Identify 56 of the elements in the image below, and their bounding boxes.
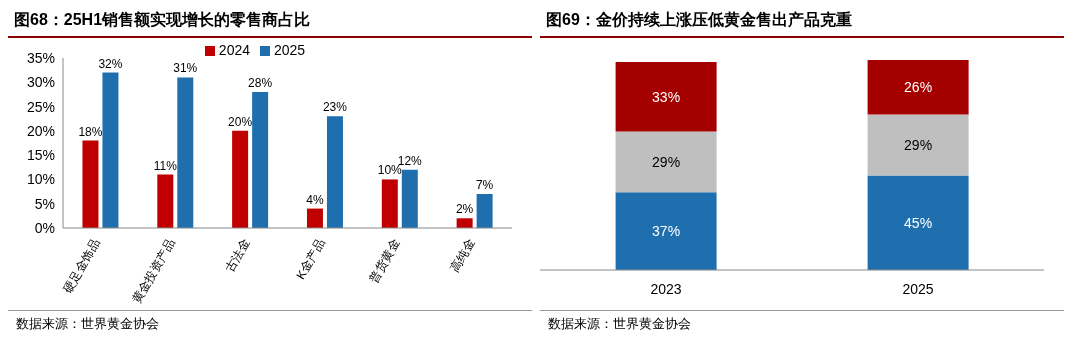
data-label: 28%	[248, 76, 273, 90]
y-tick-label: 10%	[26, 171, 55, 188]
data-label: 18%	[78, 124, 103, 139]
x-tick-label: 硬足金饰品	[60, 236, 104, 296]
y-tick-label: 15%	[26, 147, 55, 164]
y-tick-label: 5%	[34, 195, 55, 212]
bar	[381, 179, 398, 228]
y-tick-label: 30%	[26, 74, 55, 91]
bar	[867, 175, 969, 270]
x-tick-label: 2023	[650, 281, 682, 297]
x-tick-label: 高纯金	[447, 236, 478, 275]
data-label: 26%	[904, 79, 933, 96]
data-label: 32%	[98, 56, 123, 71]
y-tick-label: 20%	[26, 122, 55, 139]
source-note: 数据来源：世界黄金协会	[548, 316, 691, 331]
x-tick-label: 普货黄金	[366, 236, 403, 286]
bar	[82, 140, 99, 228]
bar	[401, 169, 418, 228]
y-tick-label: 0%	[34, 219, 55, 236]
data-label: 23%	[322, 100, 348, 115]
bar	[306, 208, 323, 228]
y-tick-label: 35%	[26, 49, 55, 66]
x-tick-label: 古法金	[222, 236, 253, 275]
data-label: 11%	[153, 158, 178, 173]
x-tick-label: 黄金投资产品	[129, 236, 178, 306]
data-label: 2%	[455, 202, 474, 217]
bar	[157, 174, 174, 228]
chart-title: 图69：金价持续上涨压低黄金售出产品克重	[540, 8, 1064, 38]
data-label: 37%	[652, 223, 681, 240]
bar	[476, 194, 493, 228]
x-tick-label: K金产品	[293, 236, 328, 282]
data-label: 20%	[228, 114, 253, 129]
bar	[615, 131, 717, 193]
data-label: 29%	[904, 137, 933, 154]
x-tick-label: 2025	[902, 281, 934, 297]
bar	[252, 92, 269, 228]
bar	[615, 62, 717, 132]
source-note: 数据来源：世界黄金协会	[16, 316, 159, 331]
legend-label: 2025	[274, 42, 306, 58]
data-label: 33%	[652, 88, 681, 105]
data-label: 45%	[904, 214, 933, 231]
legend-label: 2024	[218, 42, 250, 58]
bar	[232, 130, 249, 228]
bar	[615, 192, 717, 270]
bar	[456, 218, 473, 228]
bar	[326, 116, 343, 228]
data-label: 31%	[173, 61, 198, 76]
data-label: 7%	[475, 178, 494, 192]
y-tick-label: 25%	[26, 98, 55, 115]
bar	[102, 72, 119, 228]
bar	[867, 114, 969, 176]
bar	[867, 60, 969, 115]
chart-title: 图68：25H1销售额实现增长的零售商占比	[8, 8, 532, 38]
data-label: 4%	[306, 192, 324, 207]
bar	[177, 77, 194, 228]
data-label: 29%	[652, 153, 681, 170]
